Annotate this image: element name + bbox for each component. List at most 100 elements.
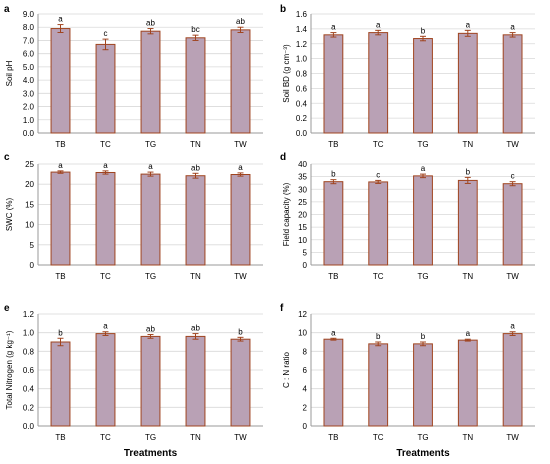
- bar-TG: [413, 175, 433, 266]
- bar-TB: [323, 338, 344, 427]
- y-tick-label: 8: [303, 347, 308, 356]
- y-tick-label: 1.4: [296, 25, 308, 34]
- significance-letter: a: [376, 20, 381, 29]
- y-tick-label: 1.2: [296, 40, 308, 49]
- y-tick-label: 0: [303, 261, 308, 270]
- y-tick-label: 15: [298, 223, 307, 232]
- significance-letter: a: [466, 329, 471, 338]
- significance-letter: b: [466, 167, 471, 176]
- y-tick-label: 0.4: [23, 385, 35, 394]
- y-axis-label: Total Nitrogen (g kg⁻¹): [5, 330, 14, 409]
- bar-TB: [50, 171, 71, 266]
- y-tick-label: 8.0: [23, 23, 35, 32]
- x-tick-label: TC: [373, 433, 384, 442]
- significance-letter: ab: [236, 17, 245, 26]
- y-tick-label: 7.0: [23, 36, 35, 45]
- bar-TG: [140, 30, 161, 134]
- significance-letter: ab: [191, 163, 200, 172]
- x-tick-label: TB: [328, 140, 338, 149]
- y-tick-label: 20: [25, 180, 34, 189]
- x-tick-label: TW: [234, 272, 247, 281]
- y-tick-label: 4: [303, 385, 308, 394]
- y-tick-label: 4.0: [23, 76, 35, 85]
- y-tick-label: 35: [298, 173, 307, 182]
- y-tick-label: 20: [298, 211, 307, 220]
- x-tick-label: TG: [145, 140, 156, 149]
- significance-letter: a: [331, 23, 336, 32]
- significance-letter: b: [58, 328, 63, 337]
- x-tick-label: TB: [55, 433, 65, 442]
- y-axis-label: Soil BD (g cm⁻³): [282, 44, 291, 103]
- y-tick-label: 10: [298, 329, 307, 338]
- bar-TG: [413, 343, 433, 427]
- x-tick-label: TG: [417, 272, 428, 281]
- y-tick-label: 12: [298, 310, 307, 319]
- y-tick-label: 1.6: [296, 10, 308, 19]
- significance-letter: a: [103, 322, 108, 331]
- bar-TW: [502, 34, 523, 134]
- x-tick-label: TW: [506, 433, 519, 442]
- y-tick-label: 2: [303, 403, 308, 412]
- y-tick-label: 0: [303, 422, 308, 431]
- y-tick-label: 0.0: [23, 129, 35, 138]
- significance-letter: c: [511, 172, 515, 181]
- panel-label-b: b: [280, 4, 286, 15]
- bar-TN: [457, 32, 478, 134]
- y-tick-label: 0.8: [23, 347, 35, 356]
- y-tick-label: 40: [298, 160, 307, 169]
- y-tick-label: 5: [30, 241, 35, 250]
- x-tick-label: TG: [417, 433, 428, 442]
- bar-TG: [140, 173, 161, 266]
- y-tick-label: 2.0: [23, 103, 35, 112]
- significance-letter: b: [376, 332, 381, 341]
- x-axis-label: Treatments: [124, 448, 178, 459]
- x-tick-label: TW: [506, 272, 519, 281]
- x-tick-label: TC: [100, 433, 111, 442]
- x-tick-label: TN: [190, 272, 201, 281]
- significance-letter: ab: [191, 324, 200, 333]
- x-tick-label: TC: [373, 272, 384, 281]
- y-tick-label: 0.2: [23, 403, 35, 412]
- x-tick-label: TN: [462, 433, 473, 442]
- significance-letter: bc: [191, 25, 199, 34]
- y-tick-label: 6.0: [23, 50, 35, 59]
- y-tick-label: 0.6: [296, 84, 308, 93]
- bar-TC: [95, 171, 116, 266]
- panel-label-c: c: [4, 152, 10, 163]
- panel-label-f: f: [280, 303, 284, 314]
- y-tick-label: 10: [25, 221, 34, 230]
- bar-TW: [230, 338, 251, 427]
- y-axis-label: Field capacity (%): [282, 182, 291, 246]
- bar-TW: [230, 29, 251, 134]
- y-tick-label: 5.0: [23, 63, 35, 72]
- bar-TC: [368, 32, 389, 134]
- y-tick-label: 1.0: [23, 116, 35, 125]
- significance-letter: a: [421, 164, 426, 173]
- x-tick-label: TW: [506, 140, 519, 149]
- x-tick-label: TN: [462, 272, 473, 281]
- y-tick-label: 0.6: [23, 366, 35, 375]
- x-tick-label: TB: [328, 433, 338, 442]
- y-tick-label: 5: [303, 248, 308, 257]
- x-tick-label: TG: [417, 140, 428, 149]
- bar-TC: [368, 181, 389, 266]
- significance-letter: a: [58, 15, 63, 24]
- y-tick-label: 0.4: [296, 99, 308, 108]
- y-axis-label: SWC (%): [5, 198, 14, 232]
- bar-TN: [457, 179, 478, 266]
- y-tick-label: 0.8: [296, 70, 308, 79]
- y-tick-label: 3.0: [23, 89, 35, 98]
- y-tick-label: 30: [298, 185, 307, 194]
- significance-letter: a: [331, 328, 336, 337]
- significance-letter: a: [103, 161, 108, 170]
- y-tick-label: 0.0: [23, 422, 35, 431]
- bar-TB: [50, 341, 71, 427]
- y-tick-label: 0: [30, 261, 35, 270]
- y-tick-label: 1.0: [296, 55, 308, 64]
- significance-letter: b: [331, 170, 336, 179]
- x-tick-label: TC: [100, 140, 111, 149]
- significance-letter: a: [510, 23, 515, 32]
- bar-TC: [95, 43, 116, 134]
- x-tick-label: TN: [190, 433, 201, 442]
